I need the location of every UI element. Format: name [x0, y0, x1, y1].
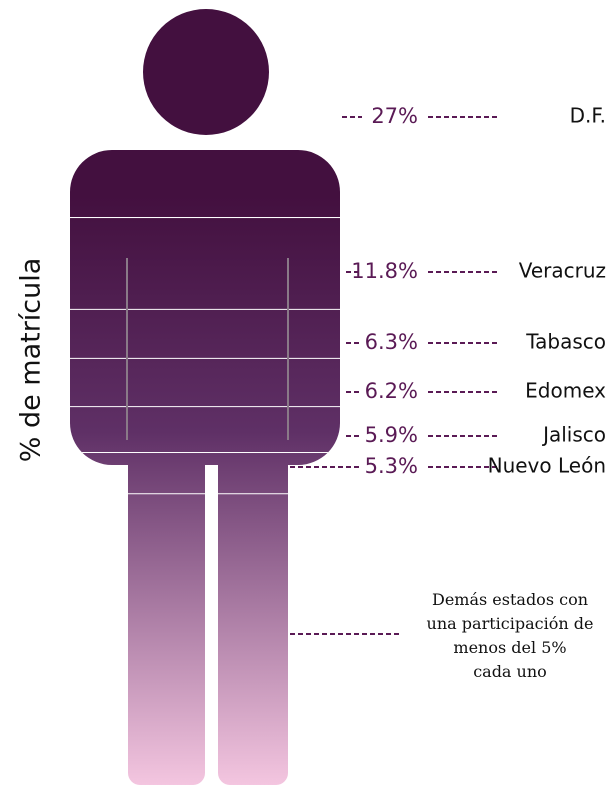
- category-label: Demás estados con una participación de men…: [427, 590, 594, 681]
- value-label: 5.9%: [365, 423, 418, 447]
- value-label: 5.3%: [365, 454, 418, 478]
- category-label: D.F.: [570, 104, 606, 128]
- category-label: Nuevo León: [488, 454, 606, 478]
- segment: [70, 407, 340, 454]
- category-label: Tabasco: [525, 330, 606, 354]
- y-axis-label: % de matrícula: [16, 258, 47, 463]
- segment: [70, 218, 340, 310]
- category-label: Jalisco: [541, 423, 606, 447]
- value-label: 6.3%: [365, 330, 418, 354]
- category-label: Edomex: [525, 379, 606, 403]
- value-label: 11.8%: [351, 259, 418, 283]
- segment: [70, 358, 340, 408]
- value-label: 27%: [371, 104, 418, 128]
- value-label: 6.2%: [365, 379, 418, 403]
- category-label: Veracruz: [519, 259, 606, 283]
- segment: [70, 309, 340, 359]
- segment: [70, 9, 340, 219]
